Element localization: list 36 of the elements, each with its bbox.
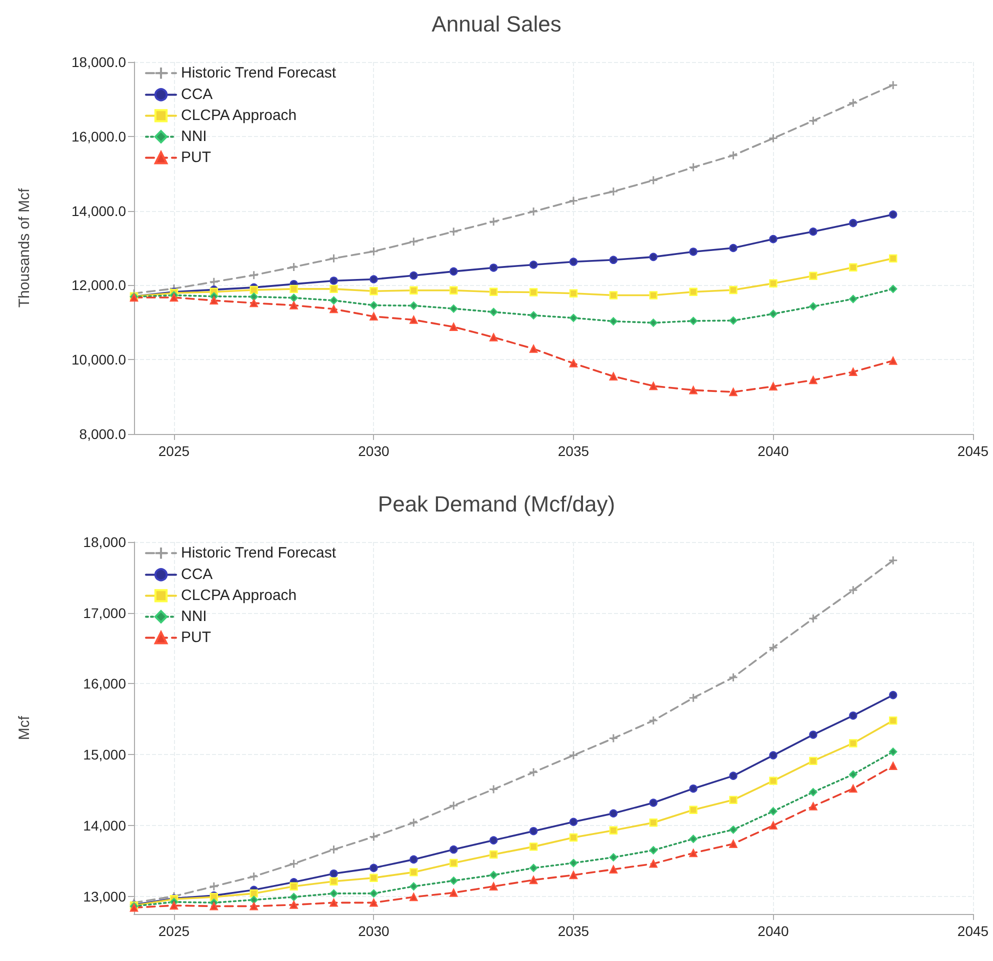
x-tick-label: 2025: [158, 443, 190, 459]
x-tick-label: 2040: [758, 443, 790, 459]
y-axis-title: Thousands of Mcf: [16, 188, 33, 308]
x-tick-label: 2025: [158, 923, 190, 939]
y-tick-label: 16,000.0: [72, 128, 126, 144]
legend-label: Historic Trend Forecast: [181, 64, 337, 82]
legend-label: NNI: [181, 128, 207, 146]
x-tick-label: 2040: [758, 923, 790, 939]
x-tick-label: 2035: [558, 923, 590, 939]
y-tick-label: 14,000.0: [72, 202, 126, 219]
x-tick-label: 2030: [358, 923, 390, 939]
chart-title: Annual Sales: [432, 12, 562, 36]
y-tick-label: 17,000: [83, 604, 126, 621]
y-tick-label: 18,000: [83, 534, 126, 550]
legend-label: Historic Trend Forecast: [181, 544, 337, 562]
y-tick-label: 8,000.0: [79, 426, 126, 442]
chart-title: Peak Demand (Mcf/day): [378, 492, 616, 516]
legend-label: CLCPA Approach: [181, 587, 297, 604]
legend-label: PUT: [181, 149, 211, 166]
x-tick-label: 2030: [358, 443, 390, 459]
x-tick-label: 2045: [957, 443, 989, 459]
y-tick-label: 18,000.0: [72, 54, 126, 70]
legend-label: CCA: [181, 566, 213, 584]
y-tick-label: 15,000: [83, 746, 126, 763]
legend-label: CCA: [181, 86, 213, 104]
y-tick-label: 12,000.0: [72, 277, 126, 294]
y-tick-label: 16,000: [83, 676, 126, 692]
legend-label: PUT: [181, 629, 211, 646]
y-axis-title: Mcf: [16, 715, 33, 740]
legend-label: NNI: [181, 608, 207, 626]
y-tick-label: 10,000.0: [72, 352, 126, 368]
y-tick-label: 14,000: [83, 817, 126, 834]
x-tick-label: 2045: [957, 923, 989, 939]
legend-label: CLCPA Approach: [181, 107, 297, 124]
x-tick-label: 2035: [558, 443, 590, 459]
y-tick-label: 13,000: [83, 888, 126, 904]
